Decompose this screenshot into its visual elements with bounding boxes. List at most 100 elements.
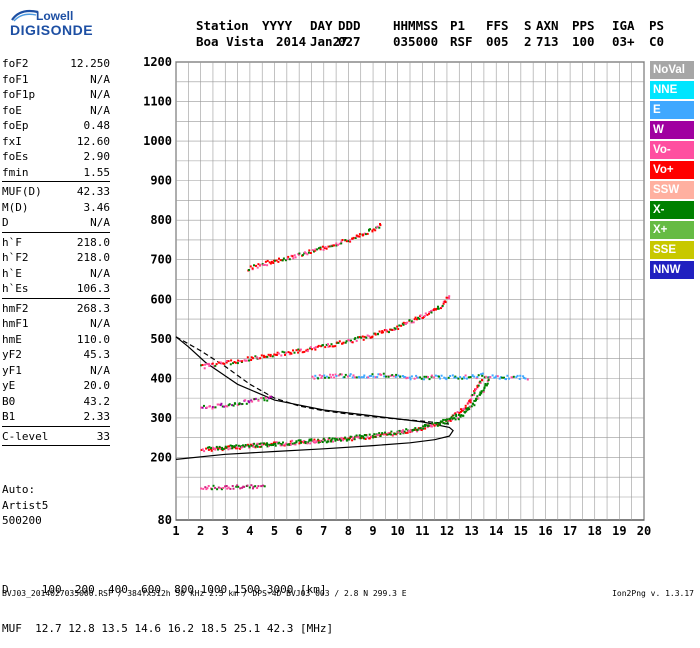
trace-point: [362, 376, 365, 379]
trace-point: [431, 425, 433, 428]
trace-point: [469, 401, 472, 404]
trace-point: [297, 351, 300, 354]
trace-point: [410, 375, 413, 378]
trace-point: [215, 363, 218, 366]
trace-point: [364, 438, 367, 440]
trace-point: [428, 311, 431, 313]
param-label: B0: [2, 394, 16, 408]
trace-point: [317, 439, 320, 442]
trace-point: [360, 336, 363, 339]
trace-point: [340, 240, 343, 243]
trace-point: [239, 487, 242, 490]
trace-point: [408, 376, 411, 379]
trace-point: [347, 240, 350, 243]
header-value-11: C0: [649, 34, 665, 49]
trace-point: [344, 373, 347, 376]
trace-point: [366, 376, 368, 379]
trace-point: [481, 390, 484, 393]
trace-point: [221, 446, 224, 449]
trace-point: [414, 316, 417, 319]
trace-point: [381, 330, 384, 333]
trace-point: [467, 407, 470, 410]
trace-point: [368, 437, 371, 440]
trace-point: [362, 338, 365, 341]
header-value-0: Boa Vista: [196, 34, 264, 49]
trace-point: [418, 317, 421, 320]
trace-point: [231, 447, 234, 450]
trace-point: [310, 438, 313, 441]
param-separator: [2, 181, 110, 182]
trace-point: [347, 339, 350, 341]
trace-point: [463, 377, 466, 380]
param-value: 33: [96, 429, 110, 443]
trace-point: [355, 339, 358, 342]
trace-point: [284, 443, 287, 446]
trace-point: [447, 420, 450, 423]
param-label: fmin: [2, 165, 29, 179]
trace-point: [270, 444, 273, 447]
trace-point: [332, 440, 334, 443]
trace-point: [481, 374, 484, 377]
trace-point: [270, 260, 273, 263]
trace-point: [439, 420, 442, 423]
trace-point: [426, 313, 429, 316]
trace-point: [307, 251, 310, 254]
trace-point: [279, 259, 282, 262]
trace-point: [410, 321, 413, 324]
header-label-4: HHMMSS: [393, 18, 439, 33]
trace-point: [242, 444, 244, 447]
trace-point: [360, 376, 363, 379]
trace-point: [321, 344, 324, 347]
trace-point: [252, 487, 254, 490]
trace-point: [235, 485, 238, 488]
param-row: foF1p N/A: [2, 87, 110, 103]
trace-point: [463, 410, 466, 413]
trace-point: [363, 232, 366, 235]
trace-point: [231, 485, 234, 487]
trace-point: [269, 355, 272, 358]
trace-point: [325, 343, 328, 346]
trace-point: [260, 397, 263, 399]
trace-point: [216, 488, 219, 491]
trace-point: [227, 486, 230, 489]
x-tick-label: 13: [464, 524, 478, 538]
trace-point: [264, 260, 267, 263]
trace-point: [453, 376, 456, 379]
trace-point: [479, 393, 481, 396]
trace-point: [269, 262, 272, 265]
trace-point: [319, 248, 322, 251]
trace-point: [405, 377, 408, 380]
trace-point: [374, 333, 377, 336]
trace-point: [311, 249, 314, 252]
trace-point: [208, 365, 211, 367]
trace-point: [389, 374, 392, 377]
trace-point: [217, 403, 220, 406]
trace-point: [424, 423, 427, 426]
trace-point: [479, 380, 482, 383]
trace-point: [461, 414, 464, 417]
trace-point: [437, 422, 440, 425]
trace-point: [274, 442, 277, 445]
trace-point: [275, 259, 278, 262]
trace-point: [439, 423, 442, 426]
trace-point: [217, 486, 220, 489]
trace-point: [232, 446, 235, 449]
trace-point: [358, 336, 361, 338]
trace-point: [325, 247, 328, 250]
trace-point: [459, 410, 462, 413]
trace-point: [317, 441, 320, 444]
trace-point: [375, 226, 378, 229]
trace-point: [518, 377, 521, 380]
trace-point: [282, 441, 284, 444]
trace-point: [442, 422, 445, 425]
trace-point: [480, 392, 483, 395]
trace-point: [207, 448, 210, 451]
trace-point: [243, 485, 246, 488]
trace-point: [266, 259, 269, 262]
trace-point: [436, 424, 439, 427]
trace-point: [454, 412, 457, 415]
trace-point: [397, 431, 400, 434]
trace-point: [427, 376, 429, 378]
trace-point: [237, 359, 240, 362]
header-value-9: 100: [572, 34, 595, 49]
